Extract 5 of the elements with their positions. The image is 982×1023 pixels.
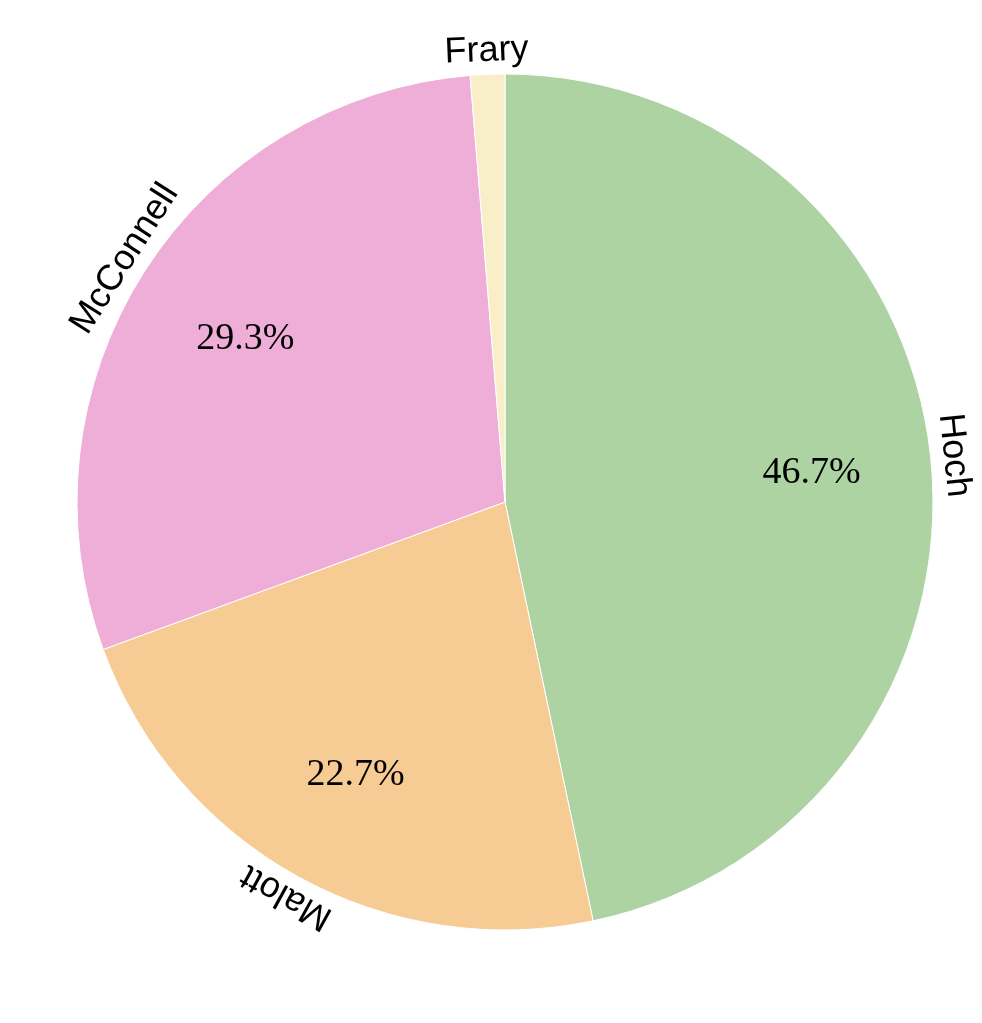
slice-label: Hoch [931,411,982,499]
data-label: 46.7% [762,449,861,492]
data-label: 22.7% [306,750,405,793]
data-label: 29.3% [196,315,295,358]
slice-label: Frary [443,26,530,71]
